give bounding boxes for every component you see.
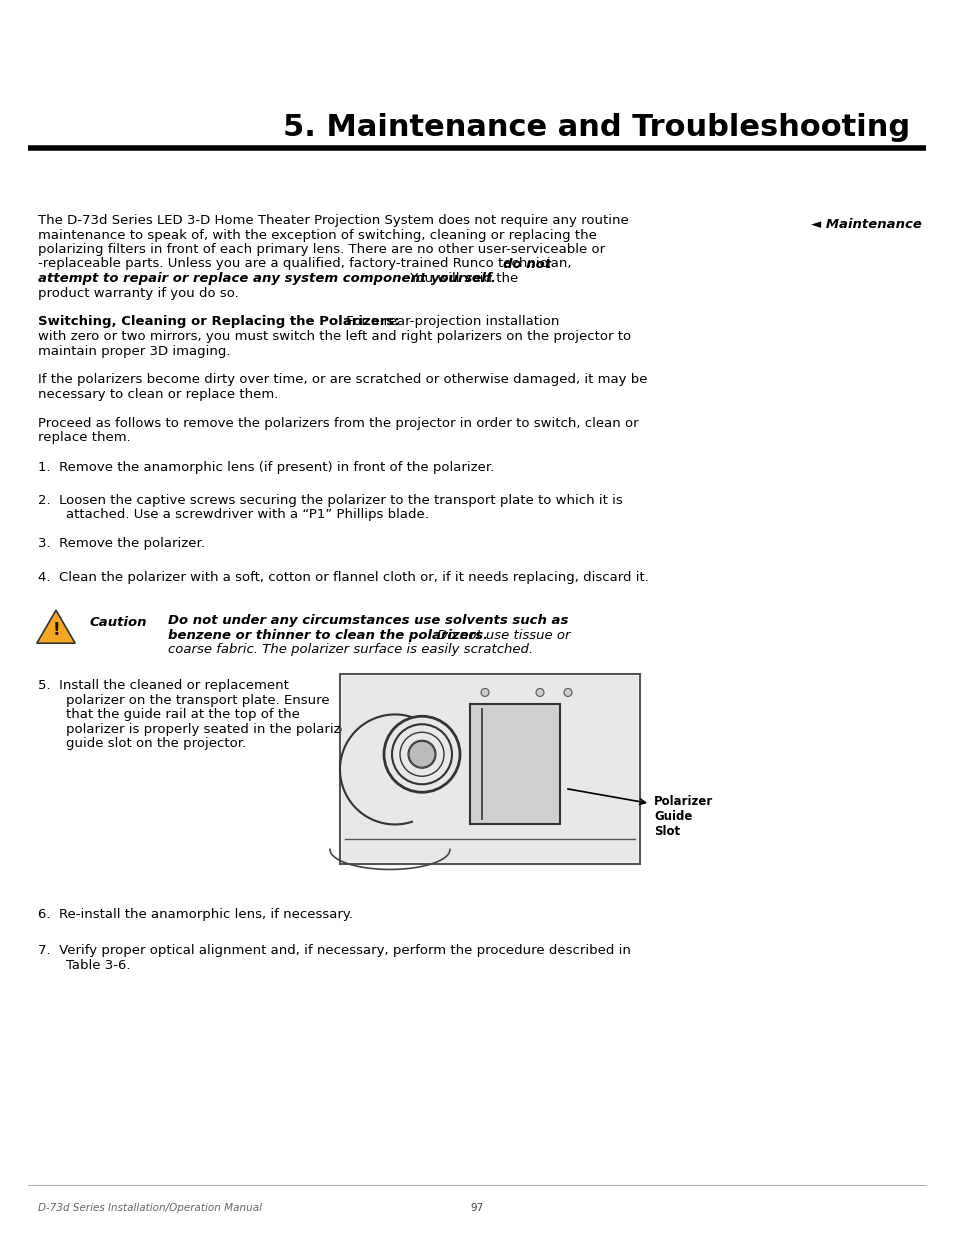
Text: benzene or thinner to clean the polarizers.: benzene or thinner to clean the polarize… [168,629,488,642]
Text: Caution: Caution [90,616,148,629]
Text: ◄ Maintenance: ◄ Maintenance [810,219,921,231]
Text: product warranty if you do so.: product warranty if you do so. [38,287,238,300]
Text: 4.  Clean the polarizer with a soft, cotton or flannel cloth or, if it needs rep: 4. Clean the polarizer with a soft, cott… [38,571,648,584]
Text: maintain proper 3D imaging.: maintain proper 3D imaging. [38,345,231,357]
Polygon shape [37,610,75,643]
Text: Polarizer
Guide
Slot: Polarizer Guide Slot [654,795,713,839]
Text: polarizer on the transport plate. Ensure: polarizer on the transport plate. Ensure [66,694,330,706]
Bar [341,677,638,862]
Text: Switching, Cleaning or Replacing the Polarizers:: Switching, Cleaning or Replacing the Pol… [38,315,399,329]
Text: If the polarizers become dirty over time, or are scratched or otherwise damaged,: If the polarizers become dirty over time… [38,373,647,387]
Text: !: ! [52,621,60,640]
Text: D-73d Series Installation/Operation Manual: D-73d Series Installation/Operation Manu… [38,1203,262,1213]
Text: The D-73d Series LED 3-D Home Theater Projection System does not require any rou: The D-73d Series LED 3-D Home Theater Pr… [38,214,628,227]
Text: polarizing filters in front of each primary lens. There are no other user-servic: polarizing filters in front of each prim… [38,243,604,256]
Text: that the guide rail at the top of the: that the guide rail at the top of the [66,709,299,721]
Text: Do not under any circumstances use solvents such as: Do not under any circumstances use solve… [168,614,568,627]
Circle shape [563,688,572,697]
Text: 3.  Remove the polarizer.: 3. Remove the polarizer. [38,537,205,551]
Text: You will void the: You will void the [406,272,517,285]
Text: guide slot on the projector.: guide slot on the projector. [66,737,246,751]
Text: do not: do not [502,258,551,270]
Text: 5.  Install the cleaned or replacement: 5. Install the cleaned or replacement [38,679,289,693]
Text: -replaceable parts. Unless you are a qualified, factory-trained Runco technician: -replaceable parts. Unless you are a qua… [38,258,576,270]
Text: replace them.: replace them. [38,431,131,445]
Text: 1.  Remove the anamorphic lens (if present) in front of the polarizer.: 1. Remove the anamorphic lens (if presen… [38,461,494,473]
Text: 2.  Loosen the captive screws securing the polarizer to the transport plate to w: 2. Loosen the captive screws securing th… [38,494,622,506]
Text: Do not use tissue or: Do not use tissue or [433,629,570,642]
Circle shape [480,688,489,697]
Circle shape [536,688,543,697]
Bar [470,704,559,825]
Text: Proceed as follows to remove the polarizers from the projector in order to switc: Proceed as follows to remove the polariz… [38,417,638,430]
Text: coarse fabric. The polarizer surface is easily scratched.: coarse fabric. The polarizer surface is … [168,643,533,656]
Text: Table 3-6.: Table 3-6. [66,958,131,972]
Text: For a rear-projection installation: For a rear-projection installation [341,315,558,329]
Text: attached. Use a screwdriver with a “P1” Phillips blade.: attached. Use a screwdriver with a “P1” … [66,509,429,521]
Text: polarizer is properly seated in the polarizer: polarizer is properly seated in the pola… [66,722,354,736]
Text: 5. Maintenance and Troubleshooting: 5. Maintenance and Troubleshooting [283,114,909,142]
Text: 6.  Re-install the anamorphic lens, if necessary.: 6. Re-install the anamorphic lens, if ne… [38,908,353,921]
Circle shape [409,741,435,767]
Text: 97: 97 [470,1203,483,1213]
Text: attempt to repair or replace any system component yourself.: attempt to repair or replace any system … [38,272,496,285]
Text: 7.  Verify proper optical alignment and, if necessary, perform the procedure des: 7. Verify proper optical alignment and, … [38,945,630,957]
Bar [339,674,639,864]
Text: necessary to clean or replace them.: necessary to clean or replace them. [38,388,278,401]
Text: maintenance to speak of, with the exception of switching, cleaning or replacing : maintenance to speak of, with the except… [38,228,597,242]
Text: with zero or two mirrors, you must switch the left and right polarizers on the p: with zero or two mirrors, you must switc… [38,330,631,343]
